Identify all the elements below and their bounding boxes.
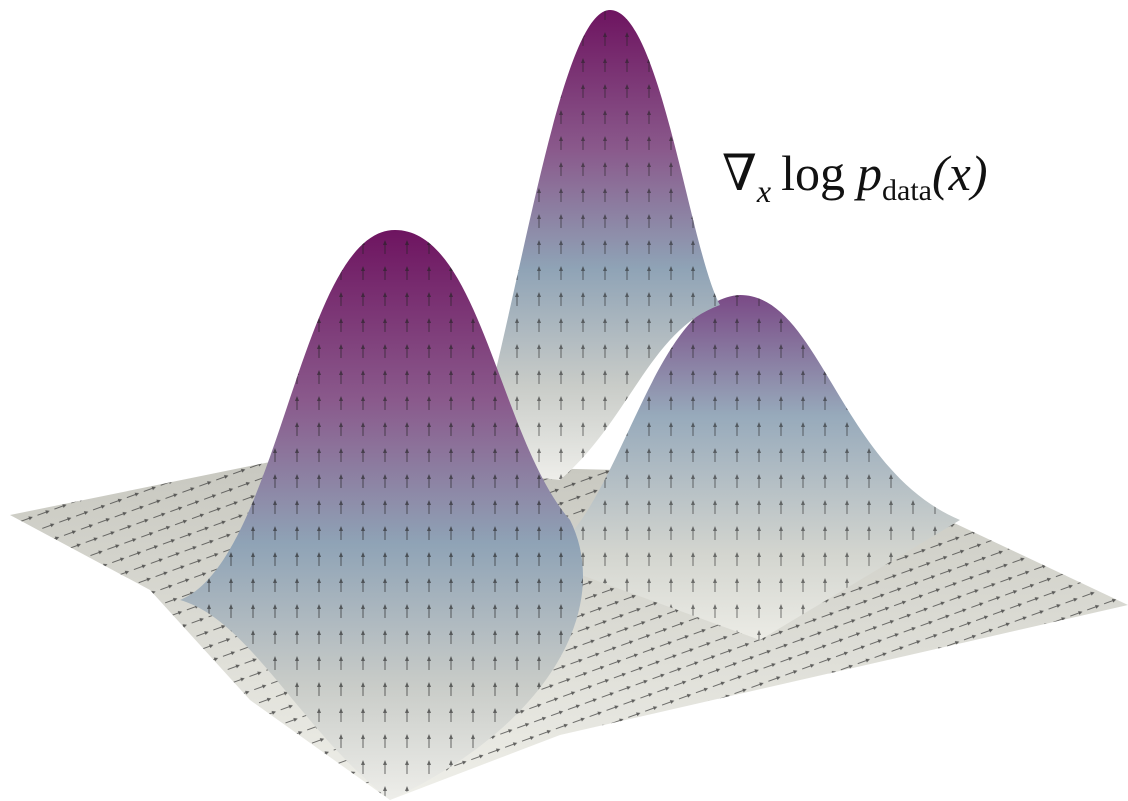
p-subscript: data [882, 174, 932, 207]
figure: ∇xlogpdata(x) [0, 0, 1128, 801]
nabla-subscript: x [756, 173, 771, 209]
p: p [854, 145, 882, 201]
argument: (x) [932, 145, 988, 201]
page: ∇xlogpdata(x) (() => { const data = JSON… [0, 0, 1128, 801]
nabla: ∇ [722, 145, 757, 201]
log: log [781, 145, 845, 201]
surface [10, 10, 1128, 800]
